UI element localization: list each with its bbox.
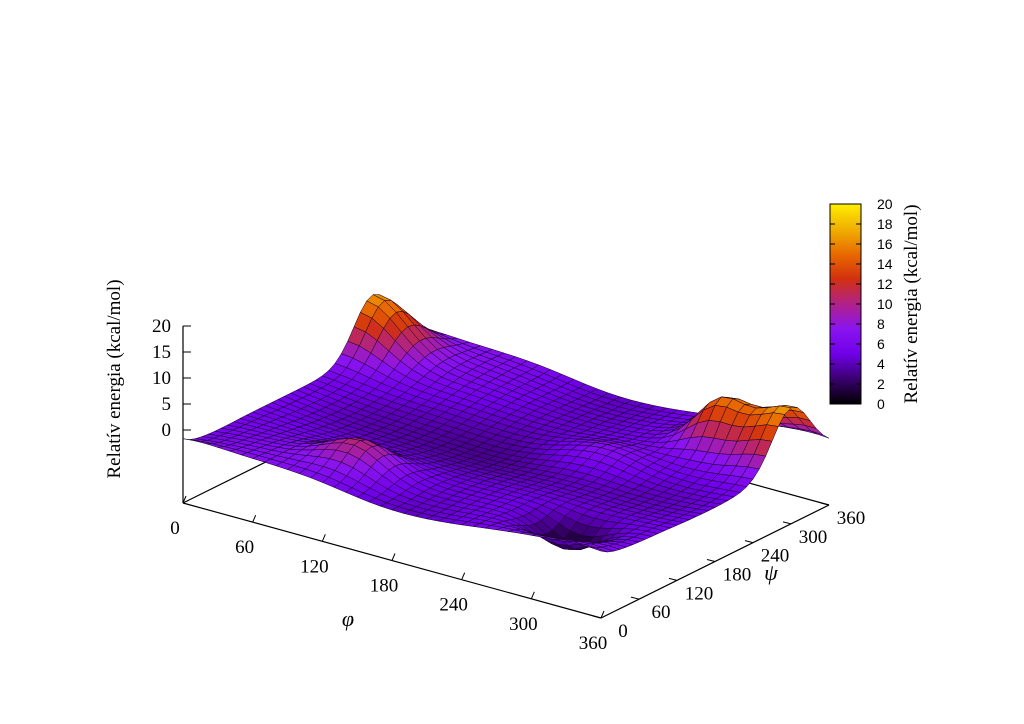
colorbar: 0 2 4 6 8 10 12 14 16 18 20 Relatív energia (kcal/…: [829, 196, 922, 412]
colorbar-tick-label: 4: [877, 356, 885, 372]
colorbar-tick-label: 20: [877, 196, 893, 212]
phi-tick-mark: [530, 591, 535, 600]
psi-tick-label: 120: [685, 583, 714, 604]
phi-tick-label: 120: [300, 556, 329, 577]
phi-tick-label: 300: [509, 614, 538, 635]
energy-tick-label: 0: [162, 420, 172, 441]
energy-tick-label: 5: [162, 394, 172, 415]
colorbar-gradient: [829, 203, 862, 405]
colorbar-label: Relatív energia (kcal/mol): [901, 204, 922, 403]
energy-tick-label: 10: [152, 368, 171, 389]
phi-tick-label: 60: [235, 537, 254, 558]
colorbar-tick-label: 8: [877, 316, 885, 332]
colorbar-tick-label: 16: [877, 236, 893, 252]
phi-tick-mark: [461, 572, 466, 580]
energy-tick-label: 15: [152, 342, 171, 363]
colorbar-tick-label: 0: [877, 396, 885, 412]
psi-tick-mark: [592, 615, 602, 619]
colorbar-tick-label: 2: [877, 376, 885, 392]
psi-tick-label: 180: [723, 565, 752, 586]
psi-axis-ticks: 0 60 120 180 240 300 360: [592, 502, 866, 642]
psi-tick-label: 360: [837, 508, 866, 529]
colorbar-tick-label: 12: [877, 276, 893, 292]
colorbar-tick-label: 10: [877, 296, 893, 312]
phi-tick-label: 240: [439, 595, 468, 616]
psi-tick-label: 300: [799, 527, 828, 548]
psi-tick-mark: [668, 577, 678, 581]
phi-tick-label: 180: [370, 576, 399, 597]
colorbar-tick-label: 6: [877, 336, 885, 352]
phi-axis-ticks: 0 60 120 180 240 300 360: [170, 495, 608, 654]
energy-surface: [182, 294, 830, 553]
psi-tick-label: 0: [618, 621, 628, 642]
psi-tick-mark: [744, 540, 754, 544]
psi-tick-mark: [820, 502, 830, 506]
energy-tick-label: 20: [152, 316, 171, 337]
psi-tick-label: 60: [652, 602, 671, 623]
phi-tick-mark: [391, 553, 396, 561]
phi-axis-label: φ: [342, 606, 354, 631]
colorbar-tick-label: 18: [877, 216, 893, 232]
psi-axis-label: ψ: [764, 560, 778, 585]
psi-tick-mark: [706, 559, 716, 562]
colorbar-tick-label: 14: [877, 256, 893, 272]
phi-tick-mark: [600, 610, 605, 619]
psi-tick-label: 240: [761, 546, 790, 567]
phi-tick-label: 360: [579, 633, 608, 654]
surface-cell: [589, 546, 608, 553]
phi-tick-mark: [321, 534, 326, 542]
energy-axis-label: Relatív energia (kcal/mol): [104, 279, 125, 478]
phi-tick-mark: [252, 514, 257, 523]
colorbar-ticks: 0 2 4 6 8 10 12 14 16 18 20: [830, 196, 893, 412]
phi-tick-label: 0: [170, 518, 180, 539]
psi-tick-mark: [630, 596, 640, 600]
energy-axis: 0 5 10 15 20: [152, 316, 191, 503]
psi-tick-mark: [782, 521, 792, 525]
